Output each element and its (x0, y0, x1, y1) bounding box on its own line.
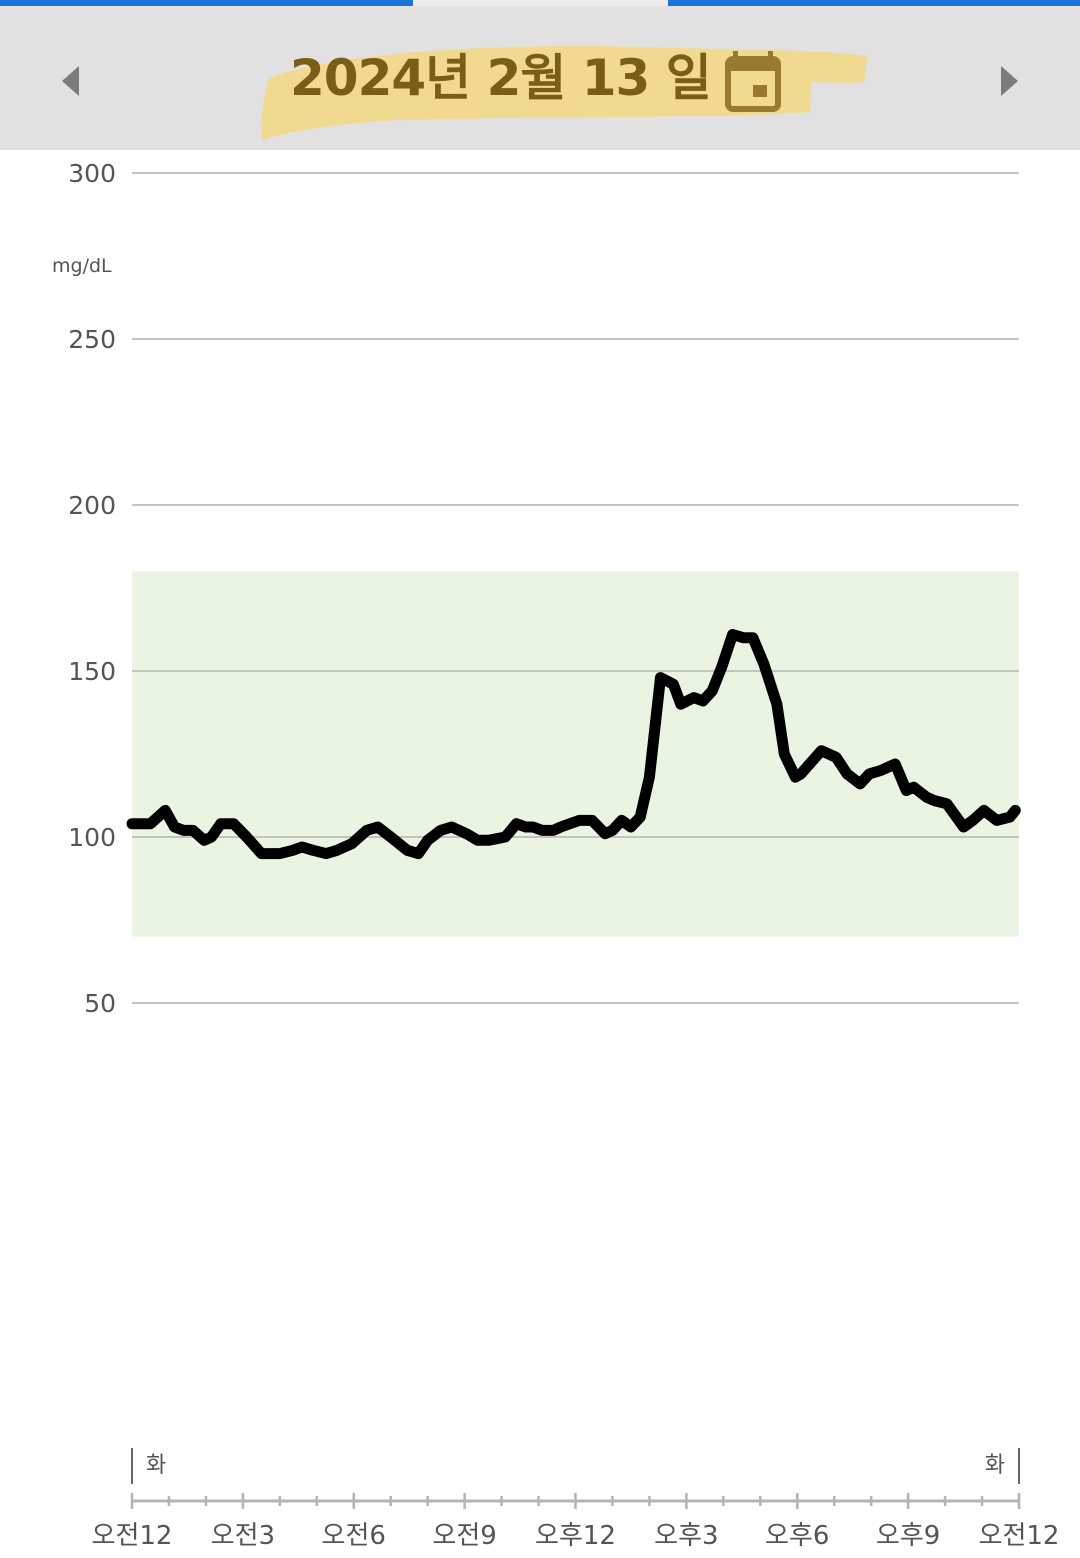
date-title[interactable]: 2024년 2월 13 일 (290, 49, 712, 107)
calendar-icon[interactable] (725, 51, 781, 113)
x-tick-labels: 오전12 오전3 오전6 오전9 오후12 오후3 오후6 오후9 오전12 (92, 1521, 1060, 1551)
target-range-band (132, 571, 1019, 937)
y-tick-label-250: 250 (68, 325, 116, 354)
x-tick-label-4: 오후12 (535, 1521, 616, 1551)
x-tick-label-1: 오전3 (211, 1521, 275, 1551)
highlight-marker (261, 46, 867, 140)
highlight-stroke (261, 46, 867, 140)
chevron-right-icon[interactable] (1001, 66, 1018, 96)
y-tick-labels: 50100150200250300350 (68, 159, 116, 1018)
glucose-series-line (126, 629, 1021, 860)
x-tick-label-2: 오전6 (322, 1521, 386, 1551)
x-tick-label-8: 오전12 (979, 1521, 1060, 1551)
y-tick-label-50: 50 (84, 989, 116, 1018)
y-tick-label-300: 300 (68, 159, 116, 188)
x-axis (130, 1493, 1021, 1509)
glucose-chart: mg/dL 50100150200250300350 오전12오전3오전6오전9… (52, 159, 1060, 1551)
x-tick-label-7: 오후9 (876, 1521, 940, 1551)
x-tick-label-3: 오전9 (432, 1521, 496, 1551)
date-header: 2024년 2월 13 일 (0, 6, 1080, 150)
gridlines (132, 172, 1019, 1004)
tab-left[interactable] (0, 0, 413, 6)
y-tick-label-150: 150 (68, 657, 116, 686)
y-tick-label-100: 100 (68, 823, 116, 852)
chevron-left-icon[interactable] (62, 66, 79, 96)
tab-bar (0, 0, 1080, 6)
y-tick-label-200: 200 (68, 491, 116, 520)
tab-right[interactable] (668, 0, 1080, 6)
x-tick-label-6: 오후6 (765, 1521, 829, 1551)
day-label-1: 화 (985, 1453, 1005, 1478)
day-label-0: 화 (146, 1453, 166, 1478)
x-tick-label-0: 오전12 (92, 1521, 173, 1551)
x-tick-label-5: 오후3 (654, 1521, 718, 1551)
unit-label: mg/dL (52, 255, 112, 277)
